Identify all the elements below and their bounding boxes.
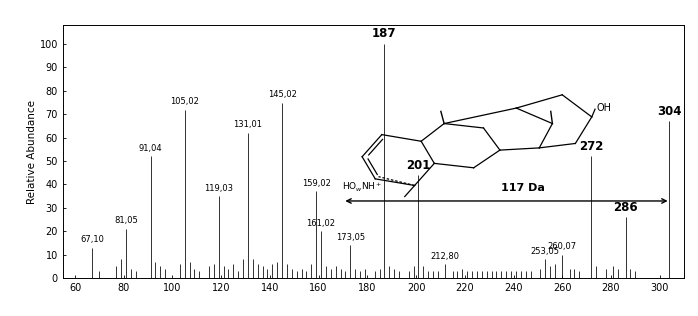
Text: 212,80: 212,80: [431, 252, 460, 260]
Text: 67,10: 67,10: [80, 235, 104, 244]
Text: HO$_{w}$NH$^+$: HO$_{w}$NH$^+$: [343, 181, 383, 194]
Text: 173,05: 173,05: [336, 233, 365, 242]
Text: OH: OH: [597, 103, 611, 113]
Text: 81,05: 81,05: [114, 216, 138, 225]
Text: 161,02: 161,02: [306, 219, 336, 228]
Text: 201: 201: [406, 159, 431, 172]
Text: 105,02: 105,02: [170, 97, 199, 106]
Text: 187: 187: [372, 27, 396, 40]
Text: 119,03: 119,03: [205, 184, 233, 193]
Y-axis label: Relative Abundance: Relative Abundance: [27, 100, 37, 204]
Text: 260,07: 260,07: [548, 242, 577, 251]
Text: 145,02: 145,02: [267, 90, 297, 99]
Text: 131,01: 131,01: [233, 120, 262, 130]
Text: 304: 304: [658, 105, 682, 118]
Text: 91,04: 91,04: [139, 144, 163, 153]
Text: 286: 286: [614, 201, 638, 214]
Text: 272: 272: [579, 140, 604, 153]
Text: 159,02: 159,02: [302, 179, 331, 188]
Text: 117 Da: 117 Da: [501, 183, 545, 193]
Text: 253,05: 253,05: [530, 247, 560, 256]
